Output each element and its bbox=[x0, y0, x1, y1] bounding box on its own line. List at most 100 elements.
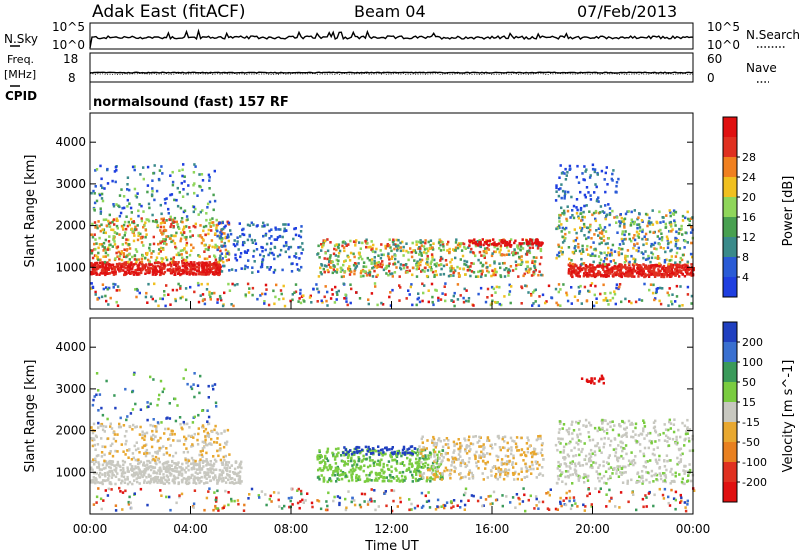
velocity-cell-4732 bbox=[344, 453, 348, 456]
power-cell-2657 bbox=[665, 235, 669, 239]
power-cell-3340 bbox=[566, 299, 570, 303]
power-cell-1727 bbox=[535, 256, 538, 259]
power-cell-2581 bbox=[580, 227, 584, 230]
noise-left-tick-bottom: 10^0 bbox=[52, 38, 85, 52]
velocity-cell-4472 bbox=[403, 464, 406, 467]
velocity-cell-3911 bbox=[164, 469, 168, 472]
power-cell-1444 bbox=[399, 249, 403, 253]
power-cell-1268 bbox=[273, 257, 276, 261]
power-cell-1510 bbox=[474, 244, 478, 248]
power-cell-2927 bbox=[645, 242, 648, 245]
power-cell-2843 bbox=[579, 212, 582, 215]
power-cell-2229 bbox=[582, 274, 586, 278]
power-cell-2445 bbox=[593, 266, 596, 269]
velocity-cell-4225 bbox=[189, 385, 193, 389]
velocity-cell-3908 bbox=[105, 464, 108, 467]
velocity-cell-3508 bbox=[195, 482, 198, 485]
velocity-cell-3815 bbox=[212, 478, 215, 481]
power-cell-994 bbox=[115, 169, 118, 172]
power-cell-1197 bbox=[299, 235, 303, 239]
velocity-cell-3897 bbox=[205, 473, 208, 477]
velocity-cell-4255 bbox=[156, 421, 160, 424]
power-cell-998 bbox=[194, 207, 197, 211]
power-cell-847 bbox=[121, 236, 125, 239]
power-cell-2946 bbox=[658, 242, 661, 246]
power-cell-2515 bbox=[647, 264, 651, 268]
power-cell-3206 bbox=[681, 304, 684, 307]
velocity-cell-3724 bbox=[232, 471, 235, 474]
velocity-cell-4215 bbox=[149, 402, 152, 406]
power-cell-2320 bbox=[601, 266, 604, 270]
power-cell-2512 bbox=[644, 272, 647, 276]
velocity-cell-4750 bbox=[381, 448, 384, 451]
power-cell-1583 bbox=[486, 247, 489, 250]
velocity-cell-3592 bbox=[94, 479, 98, 482]
velocity-cell-3835 bbox=[147, 473, 150, 477]
power-cell-2972 bbox=[560, 196, 563, 200]
power-cell-2338 bbox=[614, 271, 617, 274]
power-cell-2639 bbox=[646, 213, 649, 217]
velocity-cell-4427 bbox=[353, 463, 356, 466]
power-cell-1004 bbox=[136, 192, 139, 195]
velocity-cell-4120 bbox=[191, 443, 194, 446]
power-cell-2608 bbox=[624, 257, 627, 260]
velocity-cell-4513 bbox=[432, 469, 435, 472]
power-cell-3352 bbox=[417, 292, 420, 295]
velocity-cell-4697 bbox=[380, 458, 383, 462]
power-cell-3408 bbox=[524, 284, 527, 287]
power-cell-1047 bbox=[90, 191, 93, 195]
power-cell-3165 bbox=[174, 299, 177, 303]
velocity-cell-4289 bbox=[147, 405, 150, 408]
velocity-cell-4712 bbox=[358, 449, 361, 453]
power-cell-2663 bbox=[580, 257, 583, 261]
power-cell-2429 bbox=[596, 265, 599, 268]
power-cell-1493 bbox=[397, 245, 400, 248]
velocity-cell-4868 bbox=[482, 478, 485, 481]
power-cell-2965 bbox=[564, 190, 567, 193]
velocity-cell-4907 bbox=[510, 446, 513, 449]
power-cell-1360 bbox=[358, 241, 361, 244]
velocity-cell-4256 bbox=[134, 402, 137, 406]
power-cell-1564 bbox=[540, 273, 543, 277]
power-cell-516 bbox=[201, 264, 204, 267]
power-cell-234 bbox=[219, 270, 222, 273]
power-cell-1350 bbox=[493, 250, 496, 254]
power-cell-1628 bbox=[466, 269, 469, 272]
power-cell-1706 bbox=[406, 266, 409, 269]
velocity-cell-4033 bbox=[204, 435, 207, 438]
power-cell-1790 bbox=[423, 270, 426, 273]
power-cell-3046 bbox=[560, 172, 564, 175]
power-cell-1894 bbox=[362, 270, 365, 273]
power-cell-914 bbox=[95, 254, 98, 258]
velocity-cell-4587 bbox=[336, 454, 339, 458]
power-cell-414 bbox=[218, 267, 222, 270]
power-cell-1795 bbox=[486, 265, 489, 269]
power-cell-3205 bbox=[299, 301, 303, 305]
power-colorbar-label-1: 8 bbox=[742, 251, 749, 264]
power-cell-3259 bbox=[179, 284, 182, 288]
velocity-cell-4556 bbox=[318, 467, 321, 471]
power-cell-1940 bbox=[537, 244, 540, 247]
power-cell-1632 bbox=[386, 243, 389, 246]
power-cell-2980 bbox=[608, 207, 612, 210]
velocity-cell-4286 bbox=[91, 403, 95, 407]
power-cell-1749 bbox=[478, 239, 481, 242]
power-cell-1557 bbox=[395, 266, 398, 269]
power-cell-1033 bbox=[129, 206, 133, 210]
velocity-cell-3663 bbox=[104, 460, 108, 463]
velocity-cell-3937 bbox=[239, 462, 242, 466]
velocity-cell-4234 bbox=[95, 393, 98, 397]
power-cell-1479 bbox=[480, 254, 483, 257]
power-cell-1972 bbox=[521, 238, 524, 241]
power-cell-2942 bbox=[621, 239, 624, 243]
power-cell-2087 bbox=[624, 267, 628, 271]
velocity-cell-4024 bbox=[208, 442, 211, 446]
velocity-cell-4200 bbox=[152, 458, 155, 461]
power-cell-773 bbox=[217, 246, 221, 249]
velocity-cell-4181 bbox=[171, 454, 175, 458]
velocity-cell-3969 bbox=[222, 445, 226, 449]
power-cell-1666 bbox=[425, 251, 428, 255]
power-cell-2138 bbox=[682, 268, 685, 271]
power-cell-3336 bbox=[100, 295, 104, 299]
